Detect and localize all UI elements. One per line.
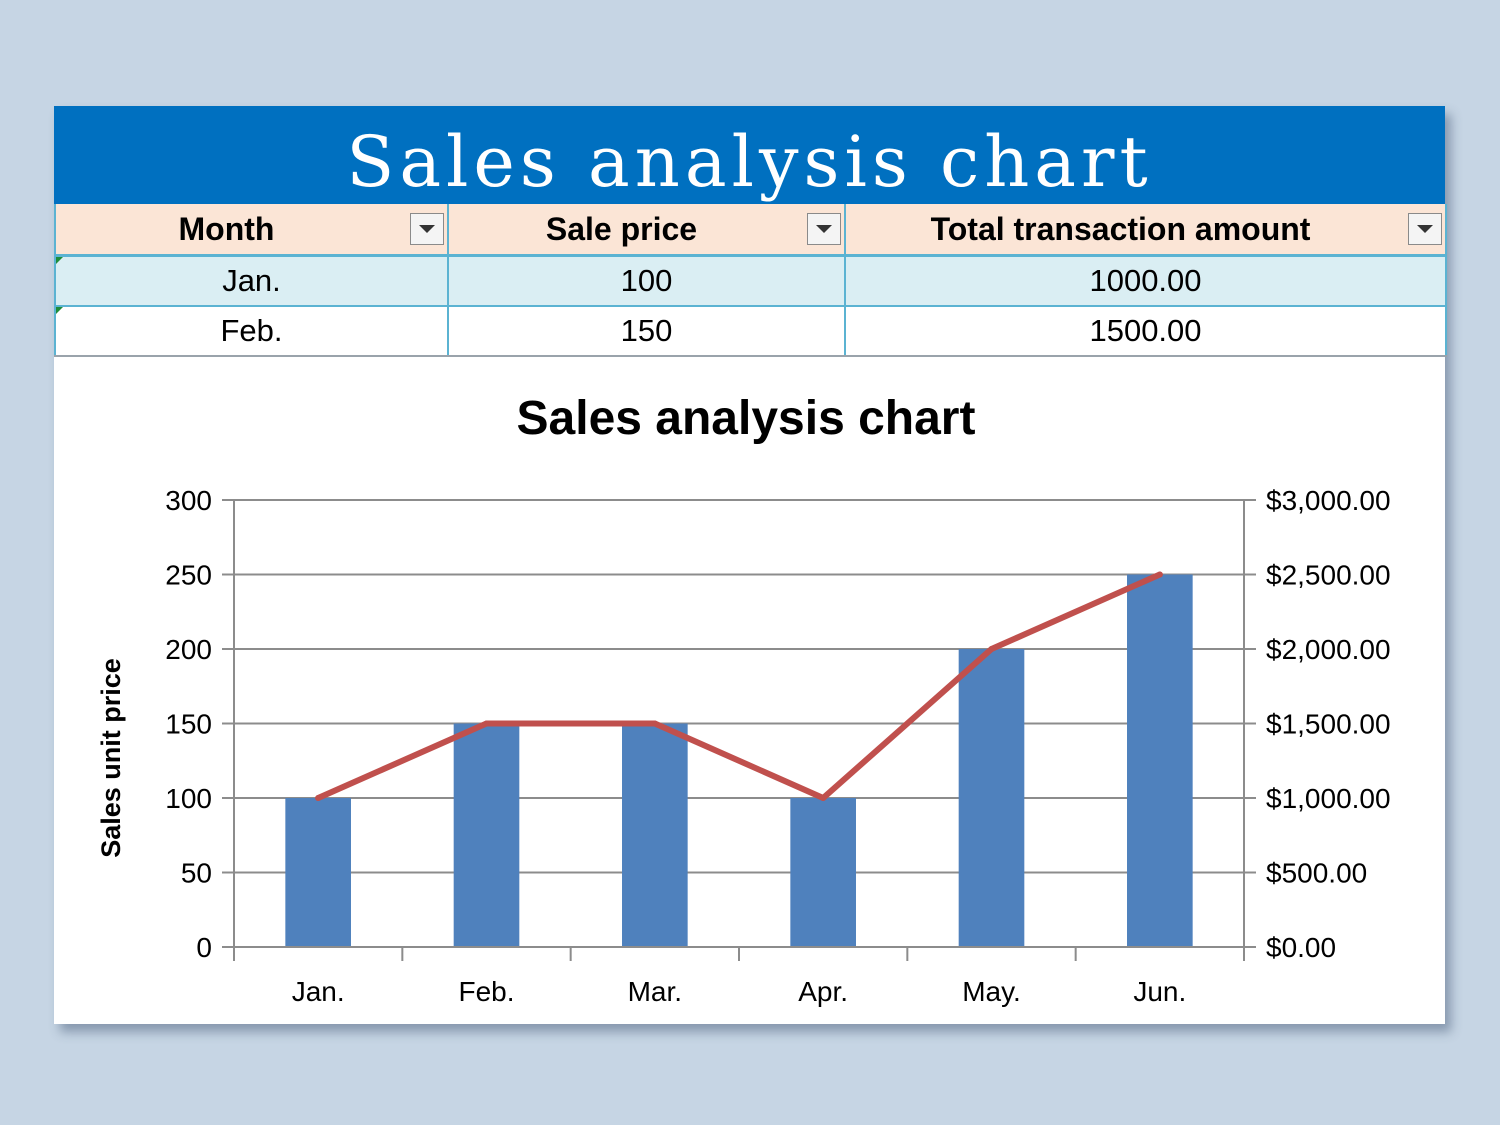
y2-tick-label: $1,000.00 <box>1266 783 1391 814</box>
chevron-down-icon <box>1417 225 1433 233</box>
table-cell[interactable]: Jan. <box>54 254 449 307</box>
gridlines <box>234 499 1244 948</box>
x-tick-label: Jun. <box>1133 976 1186 1007</box>
bar <box>1127 574 1193 947</box>
table-cell[interactable]: 1500.00 <box>844 305 1447 357</box>
bar <box>453 723 520 947</box>
bar <box>622 723 688 947</box>
y-tick-label: 200 <box>165 634 212 665</box>
x-tick-label: Jan. <box>292 976 345 1007</box>
table-cell[interactable]: 1000.00 <box>844 254 1447 307</box>
chevron-down-icon <box>419 225 435 233</box>
y2-tick-label: $0.00 <box>1266 932 1336 963</box>
y-tick-label: 150 <box>165 709 212 740</box>
header-month: Month <box>54 204 449 257</box>
table-cell[interactable]: 100 <box>447 254 846 307</box>
line-point <box>315 795 322 801</box>
tick-labels: 0 $0.00 50 $500.00 100 $1,000.00 150 $1,500.00 2… <box>165 485 1390 1007</box>
filter-dropdown-sale-price[interactable] <box>807 213 841 245</box>
y-tick-label: 100 <box>165 783 212 814</box>
table-cell[interactable]: Feb. <box>54 305 449 357</box>
y-tick-label: 300 <box>165 485 212 516</box>
y-tick-label: 50 <box>181 858 212 889</box>
filter-dropdown-total-amount[interactable] <box>1408 213 1442 245</box>
line-point <box>651 720 658 727</box>
line-series <box>315 571 1163 801</box>
y2-tick-label: $1,500.00 <box>1266 709 1391 740</box>
chart-title: Sales analysis chart <box>517 392 976 445</box>
cell-text: Jan. <box>222 263 281 298</box>
line-point <box>483 720 490 727</box>
cell-text: 1000.00 <box>1089 263 1202 298</box>
y2-tick-label: $500.00 <box>1266 858 1367 889</box>
bar-series <box>285 574 1193 947</box>
banner-title: Sales analysis chart <box>54 106 1445 204</box>
x-tick-label: May. <box>962 976 1021 1007</box>
table-header-row: Month Sale price Total transaction amoun… <box>54 204 1447 257</box>
y2-tick-label: $2,500.00 <box>1266 560 1391 591</box>
line-point <box>820 795 827 801</box>
data-table: Month Sale price Total transaction amoun… <box>54 204 1447 357</box>
cell-error-flag-icon <box>56 307 63 314</box>
table-row: Feb. 150 1500.00 <box>54 305 1447 357</box>
chevron-down-icon <box>816 225 832 233</box>
header-total-amount-label: Total transaction amount <box>930 210 1311 247</box>
axes <box>222 499 1256 961</box>
cell-text: Feb. <box>220 313 283 348</box>
bar <box>790 798 856 947</box>
y2-tick-label: $3,000.00 <box>1266 485 1391 516</box>
header-total-amount: Total transaction amount <box>844 204 1447 257</box>
cell-error-flag-icon <box>56 257 63 264</box>
table-cell[interactable]: 150 <box>447 305 846 357</box>
x-tick-label: Feb. <box>458 976 514 1007</box>
filter-dropdown-month[interactable] <box>410 213 444 245</box>
header-sale-price: Sale price <box>447 204 846 257</box>
line-point <box>1156 571 1163 578</box>
bar <box>285 798 351 947</box>
x-tick-label: Apr. <box>798 976 848 1007</box>
cell-text: 1500.00 <box>1089 313 1202 348</box>
transaction-amount-line <box>315 571 1163 801</box>
combo-chart: Sales analysis chart Sales unit price 0 $… <box>96 392 1391 1007</box>
line-point <box>988 646 995 652</box>
y-tick-label: 0 <box>196 932 212 963</box>
y-axis-label: Sales unit price <box>96 658 126 858</box>
y2-tick-label: $2,000.00 <box>1266 634 1391 665</box>
table-row: Jan. 100 1000.00 <box>54 254 1447 307</box>
x-tick-label: Mar. <box>628 976 682 1007</box>
spreadsheet-sheet: Sales analysis chart Month Sale price To… <box>54 106 1447 1024</box>
bar <box>958 649 1025 947</box>
header-month-label: Month <box>178 210 275 247</box>
y-tick-label: 250 <box>165 560 212 591</box>
cell-text: 150 <box>620 313 673 348</box>
cell-text: 100 <box>620 263 673 298</box>
header-sale-price-label: Sale price <box>545 210 698 247</box>
